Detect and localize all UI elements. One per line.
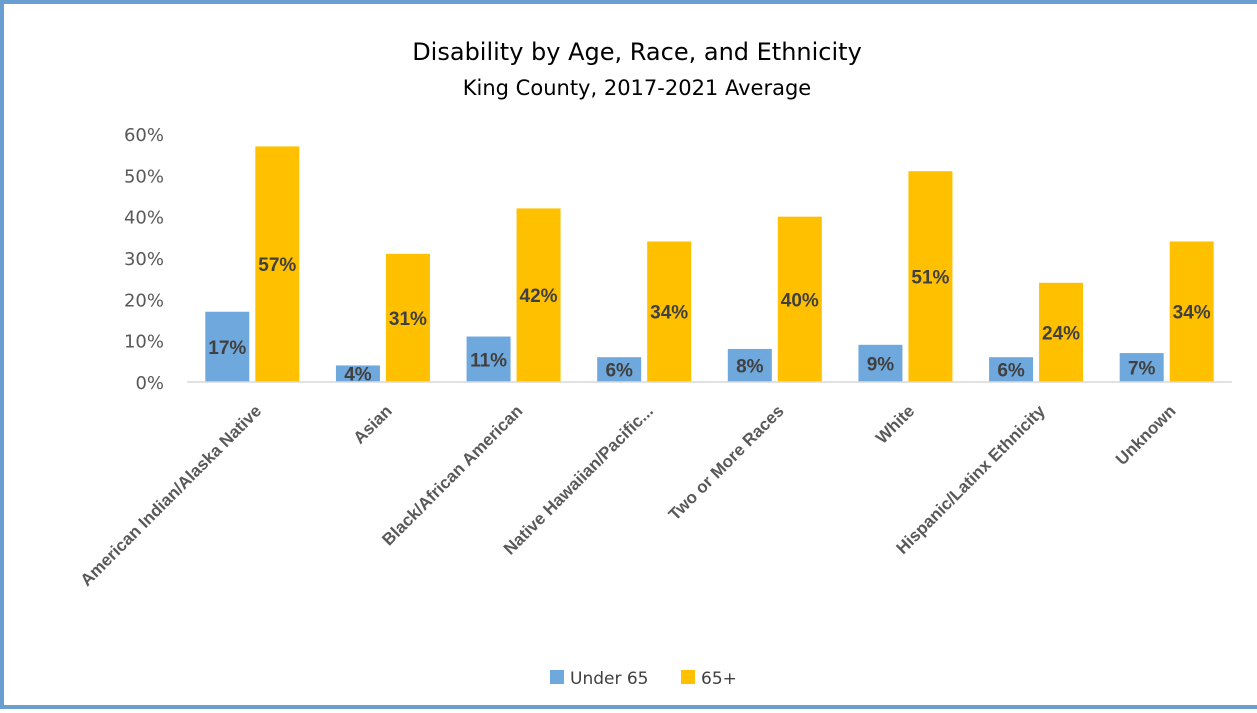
- x-tick-label: Two or More Races: [665, 401, 788, 524]
- data-label-under-65: 11%: [470, 350, 507, 371]
- data-label-65-plus: 34%: [650, 303, 688, 324]
- x-tick-label: Hispanic/Latinx Ethnicity: [893, 401, 1050, 558]
- data-label-under-65: 9%: [867, 354, 895, 375]
- bar-under-65: [597, 357, 642, 382]
- data-label-65-plus: 42%: [520, 286, 558, 307]
- data-labels: 17% 57% 4% 31% 11% 42% 6% 34% 8% 40% 9% 51% 6% 24% 7% 3…: [208, 255, 1211, 386]
- y-axis: 0% 10% 20% 30% 40% 50% 60%: [124, 125, 164, 394]
- data-label-65-plus: 40%: [781, 290, 819, 311]
- legend-label: 65+: [701, 669, 737, 689]
- chart: Disability by Age, Race, and Ethnicity K…: [77, 38, 1232, 689]
- y-tick-label: 0%: [135, 373, 164, 394]
- x-tick-label: Native Hawaiian/Pacific...: [500, 401, 657, 558]
- data-label-65-plus: 51%: [911, 268, 949, 289]
- bar-65-plus: [255, 146, 300, 382]
- bar-under-65: [335, 365, 380, 382]
- y-tick-label: 60%: [124, 125, 164, 146]
- data-label-under-65: 7%: [1128, 359, 1156, 380]
- bar-under-65: [466, 336, 511, 382]
- x-tick-label: Black/African American: [378, 401, 526, 549]
- bar-65-plus: [908, 171, 953, 382]
- data-label-under-65: 6%: [605, 361, 633, 382]
- bar-under-65: [989, 357, 1034, 382]
- data-label-65-plus: 34%: [1173, 303, 1211, 324]
- data-label-under-65: 4%: [344, 365, 372, 386]
- data-label-under-65: 8%: [736, 356, 764, 377]
- y-tick-label: 30%: [124, 249, 164, 270]
- chart-subtitle: King County, 2017-2021 Average: [463, 76, 811, 100]
- bar-65-plus: [1169, 241, 1214, 382]
- data-label-under-65: 17%: [208, 338, 246, 359]
- bar-under-65: [205, 311, 250, 382]
- data-label-65-plus: 31%: [389, 309, 427, 330]
- y-tick-label: 50%: [124, 166, 164, 187]
- x-tick-label: White: [872, 401, 918, 447]
- data-label-65-plus: 24%: [1042, 323, 1080, 344]
- data-label-65-plus: 57%: [258, 255, 296, 276]
- bar-65-plus: [647, 241, 692, 382]
- x-tick-label: Asian: [350, 401, 396, 447]
- bar-under-65: [727, 348, 772, 382]
- legend-swatch: [550, 670, 564, 684]
- bar-under-65: [858, 344, 903, 382]
- bars: [205, 146, 1214, 382]
- legend-swatch: [681, 670, 695, 684]
- x-tick-label: Unknown: [1112, 401, 1180, 469]
- bar-65-plus: [516, 208, 561, 382]
- y-tick-label: 40%: [124, 208, 164, 229]
- bar-65-plus: [1039, 282, 1084, 382]
- chart-title: Disability by Age, Race, and Ethnicity: [412, 38, 862, 66]
- legend-label: Under 65: [570, 669, 649, 689]
- y-tick-label: 10%: [124, 332, 164, 353]
- x-tick-label: American Indian/Alaska Native: [77, 401, 265, 589]
- legend: Under 65 65+: [550, 669, 737, 689]
- y-tick-label: 20%: [124, 290, 164, 311]
- x-axis: American Indian/Alaska Native AsianBlack/…: [77, 381, 1232, 590]
- bar-65-plus: [385, 253, 430, 382]
- bar-65-plus: [777, 216, 822, 382]
- bar-under-65: [1119, 353, 1164, 382]
- data-label-under-65: 6%: [997, 361, 1025, 382]
